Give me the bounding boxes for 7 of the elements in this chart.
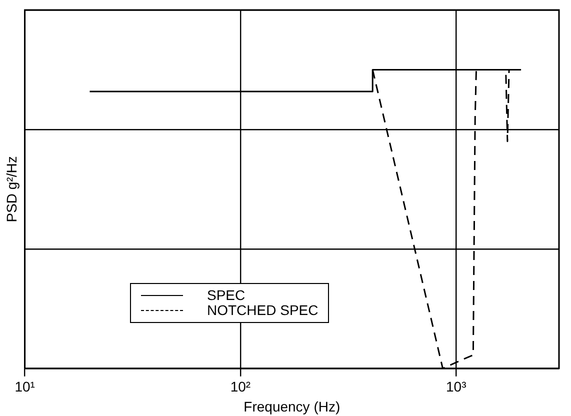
legend-label: SPEC xyxy=(207,287,246,303)
x-axis-title: Frequency (Hz) xyxy=(244,398,340,414)
x-tick-label: 10¹ xyxy=(14,378,36,395)
legend-label: NOTCHED SPEC xyxy=(207,302,318,318)
x-tick-label: 10² xyxy=(230,378,251,395)
x-tick-label: 10³ xyxy=(446,378,467,395)
y-axis-title: PSD g²/Hz xyxy=(3,156,20,222)
